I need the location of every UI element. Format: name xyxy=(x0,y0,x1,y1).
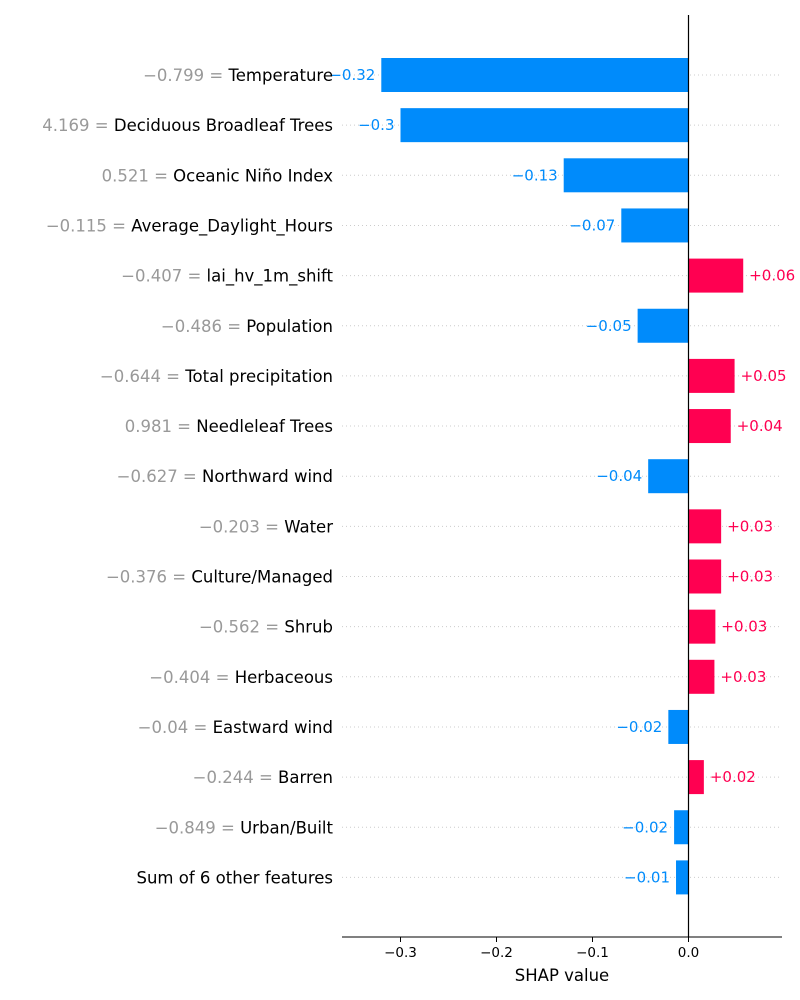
shap-bar xyxy=(648,459,689,494)
shap-bar xyxy=(688,659,715,694)
feature-label: −0.115 = Average_Daylight_Hours xyxy=(46,216,333,236)
feature-value: −0.627 = xyxy=(117,467,202,486)
data-label: +0.04 xyxy=(737,417,783,435)
feature-label: −0.244 = Barren xyxy=(193,768,333,787)
feature-name: Deciduous Broadleaf Trees xyxy=(114,116,333,135)
data-label: +0.03 xyxy=(727,517,773,535)
feature-value: −0.486 = xyxy=(161,317,246,336)
feature-label: −0.799 = Temperature xyxy=(143,66,333,85)
shap-bar xyxy=(688,760,704,795)
shap-bar xyxy=(637,308,689,343)
feature-name: Needleleaf Trees xyxy=(196,417,333,436)
feature-label: −0.404 = Herbaceous xyxy=(149,668,333,687)
feature-label: −0.562 = Shrub xyxy=(199,618,333,637)
data-label: −0.05 xyxy=(586,317,632,335)
feature-value: −0.244 = xyxy=(193,768,278,787)
feature-name: Urban/Built xyxy=(240,818,333,837)
feature-value: −0.404 = xyxy=(149,668,234,687)
shap-bar xyxy=(688,258,744,293)
feature-value: −0.799 = xyxy=(143,66,228,85)
data-label: −0.04 xyxy=(596,467,642,485)
data-label: −0.02 xyxy=(622,818,668,836)
feature-value: −0.203 = xyxy=(199,517,284,536)
shap-bar xyxy=(400,108,689,143)
feature-label: 0.521 = Oceanic Niño Index xyxy=(102,166,334,185)
data-label: +0.03 xyxy=(721,618,767,636)
shap-bar xyxy=(674,810,689,845)
feature-name: Total precipitation xyxy=(184,367,333,386)
feature-label: −0.627 = Northward wind xyxy=(117,467,333,486)
feature-value: −0.376 = xyxy=(106,568,191,587)
feature-value: −0.407 = xyxy=(121,267,206,286)
shap-bar xyxy=(563,158,689,193)
feature-name: Average_Daylight_Hours xyxy=(131,216,333,236)
feature-name: Sum of 6 other features xyxy=(136,868,333,887)
data-label: −0.32 xyxy=(329,66,375,84)
feature-name: Population xyxy=(246,317,333,336)
feature-name: Herbaceous xyxy=(235,668,333,687)
data-label: −0.01 xyxy=(624,868,670,886)
feature-name: Culture/Managed xyxy=(191,568,333,587)
feature-name: Northward wind xyxy=(202,467,333,486)
data-label: −0.02 xyxy=(616,718,662,736)
gridlines xyxy=(342,74,782,878)
feature-value: 0.981 = xyxy=(125,417,197,436)
data-label: +0.05 xyxy=(741,367,787,385)
feature-label: 4.169 = Deciduous Broadleaf Trees xyxy=(42,116,333,135)
feature-label: −0.407 = lai_hv_1m_shift xyxy=(121,267,333,287)
feature-value: −0.849 = xyxy=(155,818,240,837)
feature-value: −0.562 = xyxy=(199,618,284,637)
shap-bar xyxy=(688,559,722,594)
feature-name: Temperature xyxy=(227,66,333,85)
bars: −0.32 −0.3 −0.13 −0.07 +0.06 −0.05 +0.05 +0.04 −… xyxy=(329,58,795,895)
x-tick-label: −0.2 xyxy=(480,945,513,961)
data-label: +0.03 xyxy=(720,668,766,686)
feature-name: Eastward wind xyxy=(213,718,333,737)
x-axis: SHAP value −0.3 −0.2 −0.1 0.0 xyxy=(342,936,782,985)
shap-bar xyxy=(381,58,689,92)
feature-value: −0.04 = xyxy=(138,718,213,737)
feature-name: Shrub xyxy=(284,618,333,637)
feature-label: −0.04 = Eastward wind xyxy=(138,718,333,737)
feature-label: −0.203 = Water xyxy=(199,517,333,536)
feature-label: −0.644 = Total precipitation xyxy=(100,367,333,386)
feature-value: −0.115 = xyxy=(46,216,131,235)
x-tick-label: −0.3 xyxy=(384,945,417,961)
shap-bar xyxy=(621,208,689,243)
x-tick-label: −0.1 xyxy=(576,945,609,961)
feature-labels: −0.799 = Temperature 4.169 = Deciduous Br… xyxy=(42,66,333,887)
feature-label: −0.849 = Urban/Built xyxy=(155,818,334,837)
feature-name: Barren xyxy=(278,768,333,787)
feature-label: −0.376 = Culture/Managed xyxy=(106,568,333,587)
feature-value: −0.644 = xyxy=(100,367,185,386)
shap-bar xyxy=(688,509,722,544)
data-label: −0.07 xyxy=(569,216,615,234)
feature-name: lai_hv_1m_shift xyxy=(207,267,334,287)
data-label: −0.3 xyxy=(358,116,394,134)
feature-value: 4.169 = xyxy=(42,116,114,135)
data-label: +0.03 xyxy=(727,568,773,586)
x-axis-label: SHAP value xyxy=(515,966,609,985)
feature-label: Sum of 6 other features xyxy=(136,868,333,887)
feature-label: −0.486 = Population xyxy=(161,317,333,336)
feature-name: Oceanic Niño Index xyxy=(173,166,333,185)
data-label: +0.06 xyxy=(749,267,795,285)
x-tick-label: 0.0 xyxy=(678,945,699,961)
shap-bar xyxy=(688,409,731,444)
shap-bar xyxy=(688,609,716,644)
feature-value: 0.521 = xyxy=(102,166,174,185)
data-label: +0.02 xyxy=(710,768,756,786)
shap-bar xyxy=(676,860,689,895)
feature-name: Water xyxy=(284,517,333,536)
feature-label: 0.981 = Needleleaf Trees xyxy=(125,417,333,436)
data-label: −0.13 xyxy=(512,166,558,184)
shap-bar xyxy=(688,358,735,393)
shap-bar xyxy=(668,709,689,744)
